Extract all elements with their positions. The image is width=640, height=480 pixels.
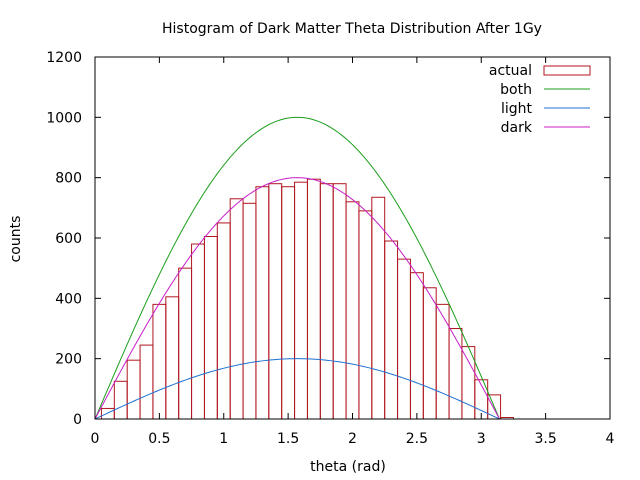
curve-both bbox=[94, 116, 500, 420]
y-tick-label: 400 bbox=[55, 291, 82, 307]
legend: actual both light dark bbox=[489, 63, 591, 136]
histogram-bars bbox=[100, 178, 514, 420]
x-tick-label: 2 bbox=[348, 431, 357, 447]
histogram-bar bbox=[113, 380, 128, 420]
histogram-bar bbox=[126, 359, 141, 420]
y-tick-label: 200 bbox=[55, 352, 82, 368]
histogram-bar bbox=[435, 303, 450, 420]
histogram-bar bbox=[152, 303, 167, 420]
y-tick-label: 600 bbox=[55, 231, 82, 247]
x-tick-label: 4 bbox=[606, 431, 615, 447]
y-axis-label: counts bbox=[8, 216, 24, 263]
histogram-bar bbox=[422, 287, 437, 420]
legend-label-dark: dark bbox=[501, 120, 533, 136]
histogram-bar bbox=[306, 178, 321, 420]
histogram-bar bbox=[191, 243, 205, 420]
x-tick-label: 0.5 bbox=[148, 431, 170, 447]
histogram-bar bbox=[165, 296, 180, 420]
histogram-bar bbox=[397, 258, 411, 420]
curve-lines bbox=[94, 116, 500, 420]
plot-frame bbox=[94, 56, 611, 420]
curve-light bbox=[94, 358, 500, 420]
axis-ticks: 0 0.5 1 1.5 2 2.5 3 3.5 4 0 200 400 600 800 1000 1200 bbox=[46, 50, 614, 447]
histogram-bar bbox=[409, 272, 424, 420]
histogram-bar bbox=[281, 186, 296, 420]
histogram-bar bbox=[178, 267, 193, 420]
histogram-bar bbox=[332, 183, 347, 420]
histogram-bar bbox=[371, 196, 386, 420]
histogram-bar bbox=[319, 183, 334, 420]
chart-title: Histogram of Dark Matter Theta Distribut… bbox=[162, 21, 542, 37]
histogram-bar bbox=[268, 183, 283, 420]
histogram-bar bbox=[294, 181, 308, 420]
x-tick-label: 1 bbox=[219, 431, 228, 447]
histogram-bar bbox=[448, 328, 463, 420]
histogram-bar bbox=[242, 202, 257, 420]
histogram-bar bbox=[100, 407, 115, 420]
histogram-bar bbox=[216, 222, 231, 420]
x-tick-label: 1.5 bbox=[277, 431, 299, 447]
histogram-bar bbox=[229, 198, 244, 420]
histogram-bar bbox=[139, 344, 154, 420]
legend-swatch-actual bbox=[543, 65, 591, 76]
x-axis-label: theta (rad) bbox=[310, 459, 386, 475]
legend-label-actual: actual bbox=[489, 63, 532, 79]
histogram-bar bbox=[255, 186, 270, 420]
histogram-bar bbox=[384, 240, 399, 420]
x-tick-label: 2.5 bbox=[406, 431, 428, 447]
histogram-bar bbox=[203, 235, 218, 420]
y-tick-label: 0 bbox=[73, 412, 82, 428]
x-tick-label: 3.5 bbox=[534, 431, 556, 447]
y-tick-label: 1200 bbox=[46, 50, 82, 66]
x-tick-label: 0 bbox=[91, 431, 100, 447]
histogram-bar bbox=[358, 210, 373, 420]
x-tick-label: 3 bbox=[477, 431, 486, 447]
legend-label-light: light bbox=[501, 101, 533, 117]
histogram-bar bbox=[345, 201, 360, 420]
y-tick-label: 1000 bbox=[46, 110, 82, 126]
legend-label-both: both bbox=[500, 82, 532, 98]
curve-dark bbox=[94, 177, 500, 420]
y-tick-label: 800 bbox=[55, 171, 82, 187]
